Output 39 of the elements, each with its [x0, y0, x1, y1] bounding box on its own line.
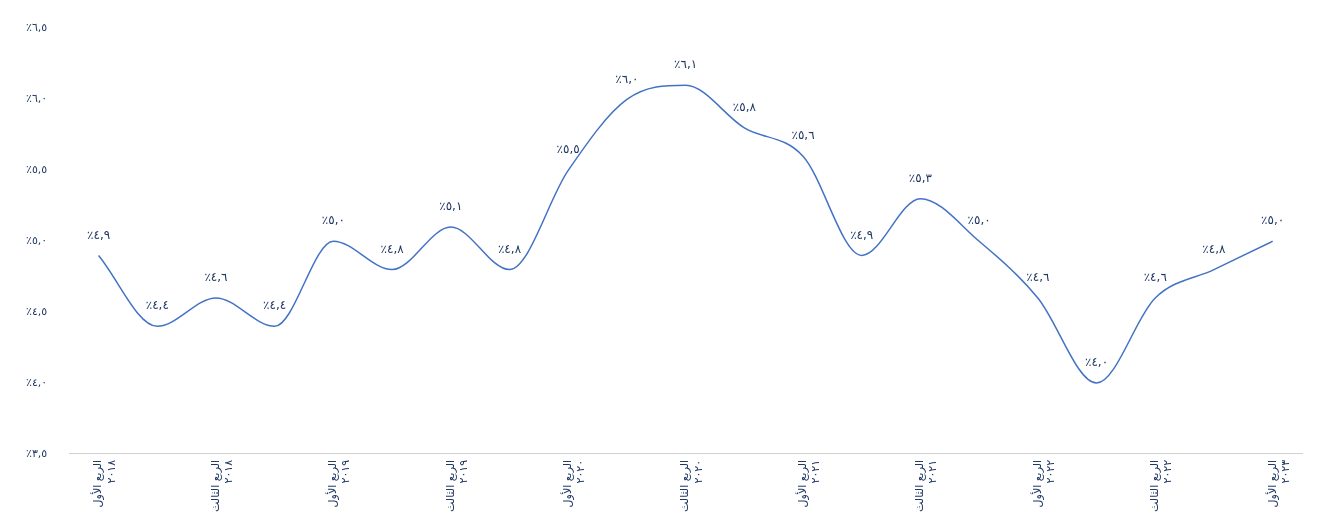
data-label: ٪٤,٨ [1202, 241, 1227, 256]
data-label: ٪٥,٠ [321, 213, 345, 228]
data-label: ٪٥,٠ [1261, 213, 1285, 228]
data-label: ٪٤,٦ [1026, 270, 1050, 285]
y-tick-label: ٪٥,٥ [25, 163, 48, 177]
x-tick-label: الربع الثالث ٢٠٢٢ [1148, 459, 1175, 512]
x-tick-label: الربع الأول ٢٠٢٣ [1264, 459, 1292, 508]
y-tick-label: ٪٦,٥ [25, 21, 48, 35]
data-label: ٪٤,٨ [497, 241, 522, 256]
data-label: ٪٤,٩ [850, 227, 874, 242]
y-tick-label: ٪٤,٠ [25, 375, 48, 389]
data-label: ٪٥,٣ [908, 170, 933, 185]
x-tick-label: الربع الأول ٢٠١٩ [325, 459, 353, 508]
y-tick-label: ٪٤,٥ [25, 304, 48, 318]
x-tick-label: الربع الثالث ٢٠٢١ [913, 459, 940, 512]
data-label: ٪٥,٥ [556, 142, 580, 157]
x-tick-label: الربع الثالث ٢٠٢٠ [678, 459, 705, 512]
data-label: ٪٤,٦ [1143, 270, 1167, 285]
x-tick-label: الربع الثالث ٢٠١٩ [443, 459, 470, 512]
data-label: ٪٤,٤ [145, 298, 169, 313]
data-label: ٪٥,٠ [967, 213, 991, 228]
data-label: ٪٤,٦ [204, 270, 228, 285]
data-label: ٪٥,٨ [732, 99, 757, 114]
data-label: ٪٤,٨ [380, 241, 405, 256]
data-label: ٪٦,١ [674, 57, 698, 72]
y-tick-label: ٪٣,٥ [25, 446, 48, 460]
y-tick-label: ٪٦,٠ [25, 92, 48, 106]
x-tick-label: الربع الأول ٢٠١٨ [90, 459, 118, 508]
data-label: ٪٦,٠ [615, 71, 639, 86]
data-label: ٪٤,٩ [86, 227, 111, 242]
x-tick-label: الربع الأول ٢٠٢١ [794, 459, 823, 508]
data-label: ٪٥,١ [439, 199, 463, 214]
data-label: ٪٤,٤ [263, 298, 287, 313]
x-tick-label: الربع الأول ٢٠٢٢ [1029, 459, 1057, 508]
x-tick-label: الربع الثالث ٢٠١٨ [208, 459, 236, 512]
y-tick-label: ٪٥,٠ [25, 234, 48, 248]
data-label: ٪٤,٠ [1084, 355, 1109, 370]
x-tick-label: الربع الأول ٢٠٢٠ [560, 459, 588, 508]
data-label: ٪٥,٦ [791, 128, 815, 143]
